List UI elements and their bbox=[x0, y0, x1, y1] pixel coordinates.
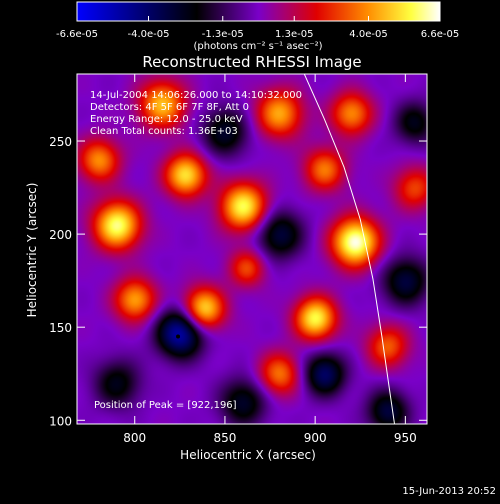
x-tick-label: 900 bbox=[304, 431, 327, 445]
colorbar-tick-label: 6.6e-05 bbox=[421, 29, 459, 40]
colorbar-tick-label: 4.0e-05 bbox=[349, 29, 387, 40]
annotation-energy: Energy Range: 12.0 - 25.0 keV bbox=[90, 114, 243, 125]
annotation-time-range: 14-Jul-2004 14:06:26.000 to 14:10:32.000 bbox=[90, 90, 302, 101]
x-tick-label: 950 bbox=[394, 431, 417, 445]
y-tick-label: 100 bbox=[49, 414, 72, 428]
annotation-detectors: Detectors: 4F 5F 6F 7F 8F, Att 0 bbox=[90, 102, 249, 113]
y-tick-label: 250 bbox=[49, 135, 72, 149]
annotation-peak-position: Position of Peak = [922,196] bbox=[94, 400, 237, 411]
x-tick-label: 800 bbox=[123, 431, 146, 445]
y-tick-label: 200 bbox=[49, 228, 72, 242]
x-tick-label: 850 bbox=[213, 431, 236, 445]
footer-date: 15-Jun-2013 20:52 bbox=[402, 486, 496, 497]
colorbar-tick-label: -1.3e-05 bbox=[202, 29, 244, 40]
heatmap-canvas bbox=[77, 74, 427, 424]
colorbar-unit-label: (photons cm⁻² s⁻¹ asec⁻²) bbox=[193, 41, 322, 52]
plot-frame bbox=[76, 73, 428, 425]
y-axis-ticks: 100 150 200 250 bbox=[49, 135, 427, 428]
solar-limb-curve bbox=[303, 74, 395, 424]
x-axis-label: Heliocentric X (arcsec) bbox=[180, 448, 316, 462]
heatmap-image-holder bbox=[77, 74, 427, 424]
peak-marker bbox=[176, 334, 181, 339]
y-tick-label: 150 bbox=[49, 321, 72, 335]
colorbar-tick-label: -6.6e-05 bbox=[56, 29, 98, 40]
colorbar-tick-label: 1.3e-05 bbox=[275, 29, 313, 40]
colorbar bbox=[76, 1, 441, 22]
y-axis-label: Heliocentric Y (arcsec) bbox=[25, 183, 39, 318]
annotation-clean: Clean Total counts: 1.36E+03 bbox=[90, 126, 238, 137]
chart-title: Reconstructed RHESSI Image bbox=[142, 53, 361, 71]
colorbar-ticks: -6.6e-05 -4.0e-05 -1.3e-05 1.3e-05 4.0e-05 6.… bbox=[56, 16, 459, 40]
colorbar-tick-label: -4.0e-05 bbox=[128, 29, 170, 40]
x-axis-ticks: 800 850 900 950 bbox=[123, 74, 417, 445]
